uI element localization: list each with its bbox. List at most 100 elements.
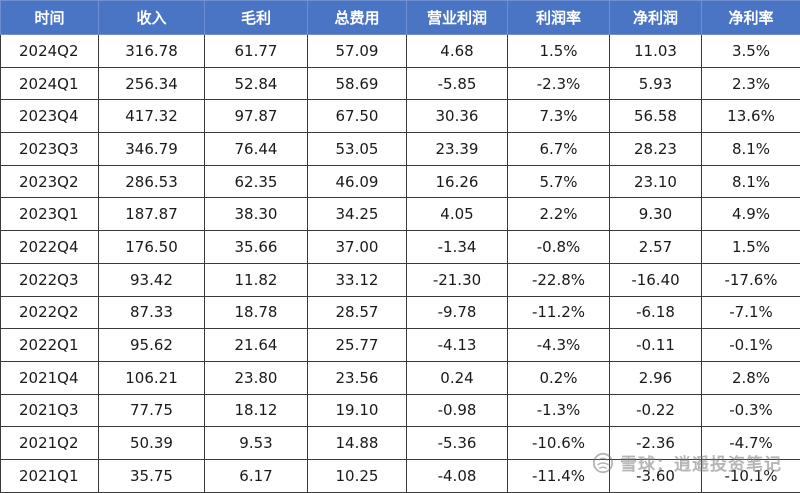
value-cell: -9.78: [407, 296, 508, 329]
value-cell: -0.98: [407, 394, 508, 427]
period-cell: 2023Q1: [1, 198, 99, 231]
value-cell: 316.78: [99, 35, 205, 68]
value-cell: 33.12: [308, 263, 407, 296]
value-cell: 2.96: [610, 361, 702, 394]
value-cell: 23.10: [610, 165, 702, 198]
value-cell: 11.82: [205, 263, 308, 296]
period-cell: 2022Q3: [1, 263, 99, 296]
value-cell: 0.24: [407, 361, 508, 394]
value-cell: -4.13: [407, 329, 508, 362]
period-cell: 2021Q2: [1, 427, 99, 460]
value-cell: 87.33: [99, 296, 205, 329]
value-cell: -2.3%: [508, 67, 610, 100]
column-header: 净利率: [702, 1, 800, 35]
value-cell: 2.3%: [702, 67, 800, 100]
value-cell: 53.05: [308, 133, 407, 166]
period-cell: 2023Q4: [1, 100, 99, 133]
value-cell: 77.75: [99, 394, 205, 427]
value-cell: 106.21: [99, 361, 205, 394]
column-header: 收入: [99, 1, 205, 35]
value-cell: 50.39: [99, 427, 205, 460]
value-cell: -7.1%: [702, 296, 800, 329]
value-cell: 35.75: [99, 459, 205, 492]
value-cell: -0.11: [610, 329, 702, 362]
value-cell: 13.6%: [702, 100, 800, 133]
value-cell: 25.77: [308, 329, 407, 362]
value-cell: 18.12: [205, 394, 308, 427]
value-cell: -11.2%: [508, 296, 610, 329]
value-cell: 256.34: [99, 67, 205, 100]
value-cell: -3.60: [610, 459, 702, 492]
column-header: 利润率: [508, 1, 610, 35]
value-cell: 1.5%: [702, 231, 800, 264]
value-cell: 286.53: [99, 165, 205, 198]
value-cell: 37.00: [308, 231, 407, 264]
period-cell: 2024Q1: [1, 67, 99, 100]
period-cell: 2022Q2: [1, 296, 99, 329]
value-cell: 62.35: [205, 165, 308, 198]
value-cell: 2.2%: [508, 198, 610, 231]
table-header: 时间收入毛利总费用营业利润利润率净利润净利率: [1, 1, 800, 35]
value-cell: -1.34: [407, 231, 508, 264]
column-header: 总费用: [308, 1, 407, 35]
value-cell: 176.50: [99, 231, 205, 264]
value-cell: 8.1%: [702, 133, 800, 166]
value-cell: -10.6%: [508, 427, 610, 460]
column-header: 时间: [1, 1, 99, 35]
value-cell: 5.93: [610, 67, 702, 100]
value-cell: 8.1%: [702, 165, 800, 198]
value-cell: -5.85: [407, 67, 508, 100]
period-cell: 2023Q2: [1, 165, 99, 198]
period-cell: 2021Q1: [1, 459, 99, 492]
period-cell: 2021Q4: [1, 361, 99, 394]
value-cell: -6.18: [610, 296, 702, 329]
value-cell: -1.3%: [508, 394, 610, 427]
value-cell: 2.8%: [702, 361, 800, 394]
header-row: 时间收入毛利总费用营业利润利润率净利润净利率: [1, 1, 800, 35]
value-cell: 346.79: [99, 133, 205, 166]
value-cell: 67.50: [308, 100, 407, 133]
value-cell: -0.3%: [702, 394, 800, 427]
column-header: 毛利: [205, 1, 308, 35]
value-cell: 4.05: [407, 198, 508, 231]
column-header: 净利润: [610, 1, 702, 35]
value-cell: 417.32: [99, 100, 205, 133]
value-cell: -22.8%: [508, 263, 610, 296]
value-cell: 187.87: [99, 198, 205, 231]
period-cell: 2022Q4: [1, 231, 99, 264]
value-cell: 34.25: [308, 198, 407, 231]
value-cell: 6.17: [205, 459, 308, 492]
value-cell: 93.42: [99, 263, 205, 296]
period-cell: 2023Q3: [1, 133, 99, 166]
value-cell: 21.64: [205, 329, 308, 362]
value-cell: 56.58: [610, 100, 702, 133]
value-cell: 52.84: [205, 67, 308, 100]
value-cell: -17.6%: [702, 263, 800, 296]
value-cell: 28.23: [610, 133, 702, 166]
value-cell: 23.56: [308, 361, 407, 394]
value-cell: 57.09: [308, 35, 407, 68]
period-cell: 2022Q1: [1, 329, 99, 362]
value-cell: -0.1%: [702, 329, 800, 362]
value-cell: 5.7%: [508, 165, 610, 198]
value-cell: 10.25: [308, 459, 407, 492]
value-cell: 23.80: [205, 361, 308, 394]
value-cell: 14.88: [308, 427, 407, 460]
value-cell: -4.08: [407, 459, 508, 492]
value-cell: 95.62: [99, 329, 205, 362]
value-cell: 97.87: [205, 100, 308, 133]
value-cell: 2.57: [610, 231, 702, 264]
